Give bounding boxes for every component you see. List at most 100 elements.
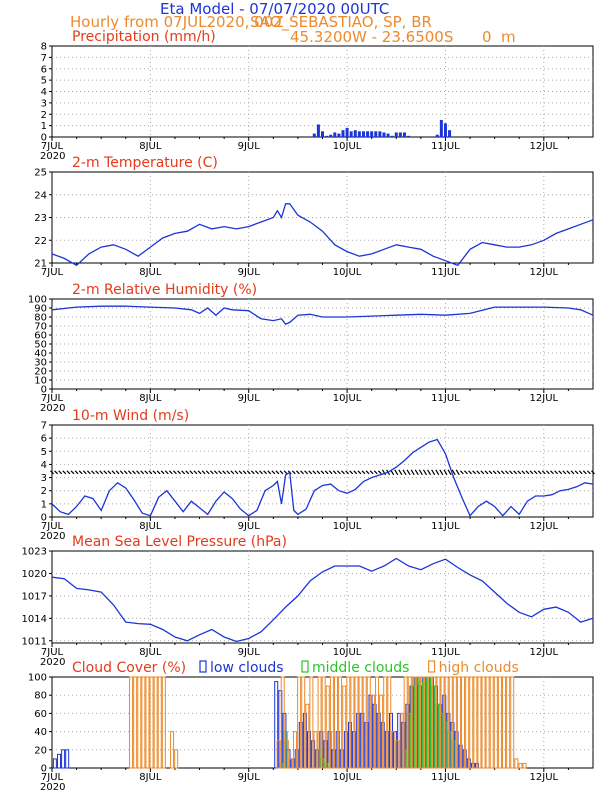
rh-ytick-label: 70 [34, 322, 47, 333]
high-clouds-bar [321, 676, 326, 769]
cloud-ytick-label: 100 [28, 673, 47, 684]
wind-barb [537, 470, 542, 475]
rh-ytick-label: 40 [34, 349, 47, 360]
wind-barb [136, 470, 140, 475]
wind-barb [324, 470, 329, 475]
high-clouds-bar [497, 676, 502, 769]
high-clouds-bar [366, 676, 371, 769]
high-clouds-bar [510, 676, 515, 769]
wind-barb [533, 470, 538, 475]
high-clouds-bar [305, 703, 310, 769]
rh-ytick-label: 60 [34, 331, 47, 342]
wind-barb [54, 470, 59, 475]
precip-bar [345, 127, 349, 137]
wind-barb [509, 470, 513, 475]
high-clouds-bar [141, 676, 146, 769]
temp-title: 2-m Temperature (C) [72, 155, 218, 171]
cloud-xtick-label: 9JUL [238, 772, 261, 783]
high-clouds-bar [452, 676, 457, 769]
high-clouds-bar [358, 676, 363, 769]
low-clouds-bar [52, 758, 57, 769]
wind-barb [398, 469, 403, 476]
precip-bar [325, 135, 329, 137]
wind-barb [74, 470, 79, 475]
wind-barb [230, 470, 235, 475]
precip-xtick-label: 11JUL [431, 141, 460, 152]
precip-bar [353, 130, 357, 137]
wind-barb [127, 470, 132, 475]
wind-barb [500, 470, 505, 475]
wind-barb [570, 470, 575, 475]
wind-barb [513, 470, 518, 475]
high-clouds-bar [145, 676, 150, 769]
mslp-year-label: 2020 [40, 657, 65, 668]
chart-subtitle-location: SAO_SEBASTIAO, SP, BR [250, 13, 432, 31]
precip-ytick-label: 6 [41, 64, 47, 75]
mslp-xtick-label: 8JUL [139, 647, 162, 658]
temp-ytick-label: 25 [34, 168, 47, 179]
precip-bar [439, 119, 443, 137]
temp-line [51, 203, 594, 267]
temp-ytick-label: 24 [34, 190, 47, 201]
wind-barb [148, 470, 153, 475]
legend-label: middle clouds [312, 660, 409, 676]
wind-barb [164, 470, 169, 475]
cloud-ytick-label: 0 [41, 764, 47, 775]
mslp-xtick-label: 12JUL [530, 647, 559, 658]
high-clouds-bar [362, 676, 367, 769]
wind-barb [156, 470, 161, 475]
precip-bar [390, 135, 394, 137]
wind-barb [455, 469, 460, 476]
high-clouds-bar [395, 740, 400, 769]
wind-barb [558, 470, 563, 475]
rh-frame [51, 298, 594, 390]
precip-bar [448, 130, 452, 137]
wind-barb [472, 470, 477, 475]
mslp-xtick-label: 9JUL [238, 647, 261, 658]
precip-bar [443, 123, 447, 137]
precip-xtick-label: 10JUL [333, 141, 362, 152]
mslp-ytick-label: 1011 [22, 636, 47, 647]
mslp-line [51, 557, 594, 643]
wind-barb [357, 470, 362, 475]
high-clouds-bar [403, 676, 408, 769]
rh-ytick-label: 0 [41, 385, 47, 396]
legend-swatch [428, 660, 436, 673]
high-clouds-bar [374, 676, 379, 769]
rh-xtick-label: 7JUL [41, 393, 64, 404]
wind-barb [275, 470, 280, 475]
precip-ytick-label: 7 [41, 53, 47, 64]
cloud-year-label: 2020 [40, 782, 65, 792]
wind-barb [406, 469, 411, 476]
high-clouds-bar [399, 712, 404, 769]
precip-bar [337, 133, 341, 137]
wind-ytick-label: 6 [41, 434, 47, 445]
precip-frame [51, 45, 594, 138]
high-clouds-bar [346, 676, 351, 769]
high-clouds-bar [465, 676, 470, 769]
wind-barb [267, 470, 272, 475]
precip-year-label: 2020 [40, 151, 65, 162]
wind-barb [373, 470, 378, 475]
wind-barb [550, 470, 554, 475]
rh-ytick-label: 50 [34, 340, 47, 351]
precip-bar [321, 131, 324, 137]
wind-barb [115, 470, 120, 475]
wind-barb [304, 470, 309, 475]
wind-ytick-label: 3 [41, 473, 47, 484]
wind-barb [140, 470, 145, 475]
wind-barb [58, 470, 63, 475]
high-clouds-bar [129, 676, 134, 769]
high-clouds-bar [383, 676, 388, 769]
high-clouds-bar [309, 676, 314, 769]
cloud-xtick-label: 8JUL [139, 772, 162, 783]
mslp-xtick-label: 10JUL [333, 647, 362, 658]
wind-barb [435, 469, 440, 476]
wind-barb [402, 469, 407, 476]
wind-barb [541, 470, 546, 475]
high-clouds-bar [276, 740, 281, 769]
wind-barb [300, 470, 304, 475]
wind-barb [320, 470, 325, 475]
high-clouds-bar [448, 676, 453, 769]
wind-barb [193, 470, 198, 475]
